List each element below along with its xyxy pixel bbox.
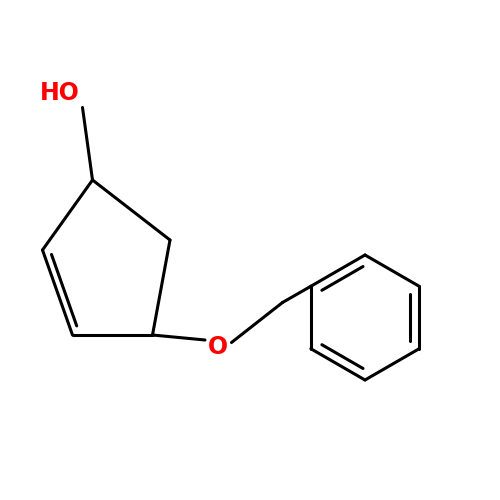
Text: O: O (208, 336, 228, 359)
Text: HO: HO (40, 81, 80, 105)
